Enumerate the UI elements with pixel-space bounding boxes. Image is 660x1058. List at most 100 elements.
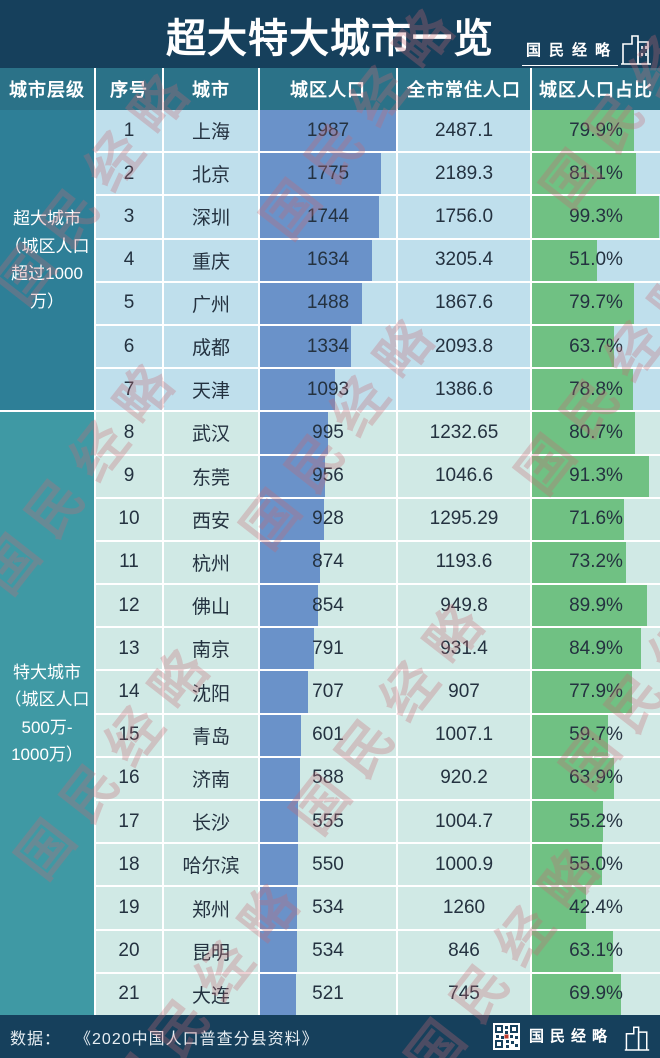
- share-cell: 55.0%: [532, 844, 660, 886]
- total-pop-cell: 949.8: [398, 585, 530, 627]
- share-cell: 63.7%: [532, 325, 660, 368]
- rank-cell: 14: [96, 671, 162, 713]
- urban-pop-bar: [260, 498, 324, 540]
- total-pop-cell: 1232.65: [398, 412, 530, 454]
- urban-pop-bar: [260, 239, 372, 281]
- urban-pop-bar: [260, 412, 329, 454]
- share-cell: 71.6%: [532, 498, 660, 540]
- city-cell: 天津: [164, 369, 258, 411]
- share-cell: 63.9%: [532, 757, 660, 800]
- rank-cell: 7: [96, 369, 162, 411]
- urban-pop-cell: 601: [260, 714, 396, 756]
- total-pop-cell: 1193.6: [398, 541, 530, 584]
- rank-cell: 5: [96, 282, 162, 324]
- urban-pop-cell: 1634: [260, 239, 396, 281]
- rank-cell: 17: [96, 801, 162, 843]
- rank-cell: 13: [96, 628, 162, 670]
- brand-name: 国民经略: [521, 43, 618, 66]
- col-header-share: 城区人口占比: [532, 68, 660, 110]
- brand-logo-footer: 国民经略: [492, 1022, 650, 1052]
- rank-cell: 8: [96, 412, 162, 454]
- total-pop-cell: 2189.3: [398, 153, 530, 195]
- urban-pop-cell: 588: [260, 757, 396, 800]
- city-cell: 深圳: [164, 196, 258, 238]
- rank-cell: 15: [96, 714, 162, 756]
- share-bar: [532, 930, 613, 972]
- share-bar: [532, 412, 636, 454]
- total-pop-cell: 1867.6: [398, 282, 530, 324]
- share-cell: 51.0%: [532, 239, 660, 281]
- share-bar: [532, 455, 649, 497]
- city-cell: 武汉: [164, 412, 258, 454]
- share-cell: 80.7%: [532, 412, 660, 454]
- total-pop-cell: 3205.4: [398, 239, 530, 281]
- column-header-row: 城市层级 序号 城市 城区人口 全市常住人口 城区人口占比: [0, 68, 660, 110]
- rank-cell: 12: [96, 585, 162, 627]
- share-cell: 89.9%: [532, 585, 660, 627]
- urban-pop-bar: [260, 541, 320, 584]
- total-pop-cell: 1260: [398, 887, 530, 929]
- urban-pop-bar: [260, 196, 380, 238]
- share-bar: [532, 757, 614, 800]
- urban-pop-bar: [260, 110, 396, 152]
- share-bar: [532, 887, 587, 929]
- page-title: 超大特大城市一览: [166, 17, 494, 61]
- share-cell: 81.1%: [532, 153, 660, 195]
- urban-pop-cell: 1744: [260, 196, 396, 238]
- urban-pop-cell: 1488: [260, 282, 396, 324]
- col-header-tier: 城市层级: [0, 68, 94, 110]
- city-cell: 上海: [164, 110, 258, 152]
- city-cell: 长沙: [164, 801, 258, 843]
- rank-cell: 1: [96, 110, 162, 152]
- city-cell: 郑州: [164, 887, 258, 929]
- footer-bar: 数据： 《2020中国人口普查分县资料》 国: [0, 1015, 660, 1058]
- urban-pop-bar: [260, 282, 362, 324]
- total-pop-cell: 745: [398, 973, 530, 1015]
- col-header-total-pop: 全市常住人口: [398, 68, 530, 110]
- share-bar: [532, 196, 660, 238]
- urban-pop-cell: 1093: [260, 369, 396, 411]
- urban-pop-cell: 521: [260, 973, 396, 1015]
- urban-pop-bar: [260, 757, 301, 800]
- total-pop-cell: 931.4: [398, 628, 530, 670]
- total-pop-cell: 2487.1: [398, 110, 530, 152]
- total-pop-cell: 1756.0: [398, 196, 530, 238]
- rank-cell: 18: [96, 844, 162, 886]
- total-pop-cell: 1046.6: [398, 455, 530, 497]
- city-cell: 南京: [164, 628, 258, 670]
- share-bar: [532, 369, 633, 411]
- city-cell: 东莞: [164, 455, 258, 497]
- urban-pop-bar: [260, 714, 302, 756]
- urban-pop-bar: [260, 930, 297, 972]
- city-cell: 昆明: [164, 930, 258, 972]
- share-bar: [532, 153, 636, 195]
- col-header-city: 城市: [164, 68, 258, 110]
- urban-pop-cell: 707: [260, 671, 396, 713]
- city-cell: 重庆: [164, 239, 258, 281]
- brand-logo-top: 国民经略: [521, 30, 652, 66]
- urban-pop-bar: [260, 628, 315, 670]
- rank-cell: 19: [96, 887, 162, 929]
- urban-pop-cell: 1775: [260, 153, 396, 195]
- urban-pop-cell: 550: [260, 844, 396, 886]
- urban-pop-cell: 534: [260, 887, 396, 929]
- share-cell: 42.4%: [532, 887, 660, 929]
- share-cell: 79.7%: [532, 282, 660, 324]
- buildings-icon-footer: [624, 1026, 650, 1051]
- col-header-rank: 序号: [96, 68, 162, 110]
- rank-cell: 2: [96, 153, 162, 195]
- brand-name-footer: 国民经略: [528, 1028, 613, 1045]
- city-cell: 杭州: [164, 541, 258, 584]
- share-bar: [532, 498, 624, 540]
- city-cell: 哈尔滨: [164, 844, 258, 886]
- rank-cell: 10: [96, 498, 162, 540]
- col-header-urban-pop: 城区人口: [260, 68, 396, 110]
- urban-pop-bar: [260, 585, 319, 627]
- rank-cell: 11: [96, 541, 162, 584]
- urban-pop-cell: 1987: [260, 110, 396, 152]
- tier-label-supercity: 超大城市 （城区人口 超过1000 万）: [0, 110, 94, 411]
- share-bar: [532, 239, 598, 281]
- urban-pop-bar: [260, 325, 352, 368]
- share-bar: [532, 801, 603, 843]
- total-pop-cell: 1295.29: [398, 498, 530, 540]
